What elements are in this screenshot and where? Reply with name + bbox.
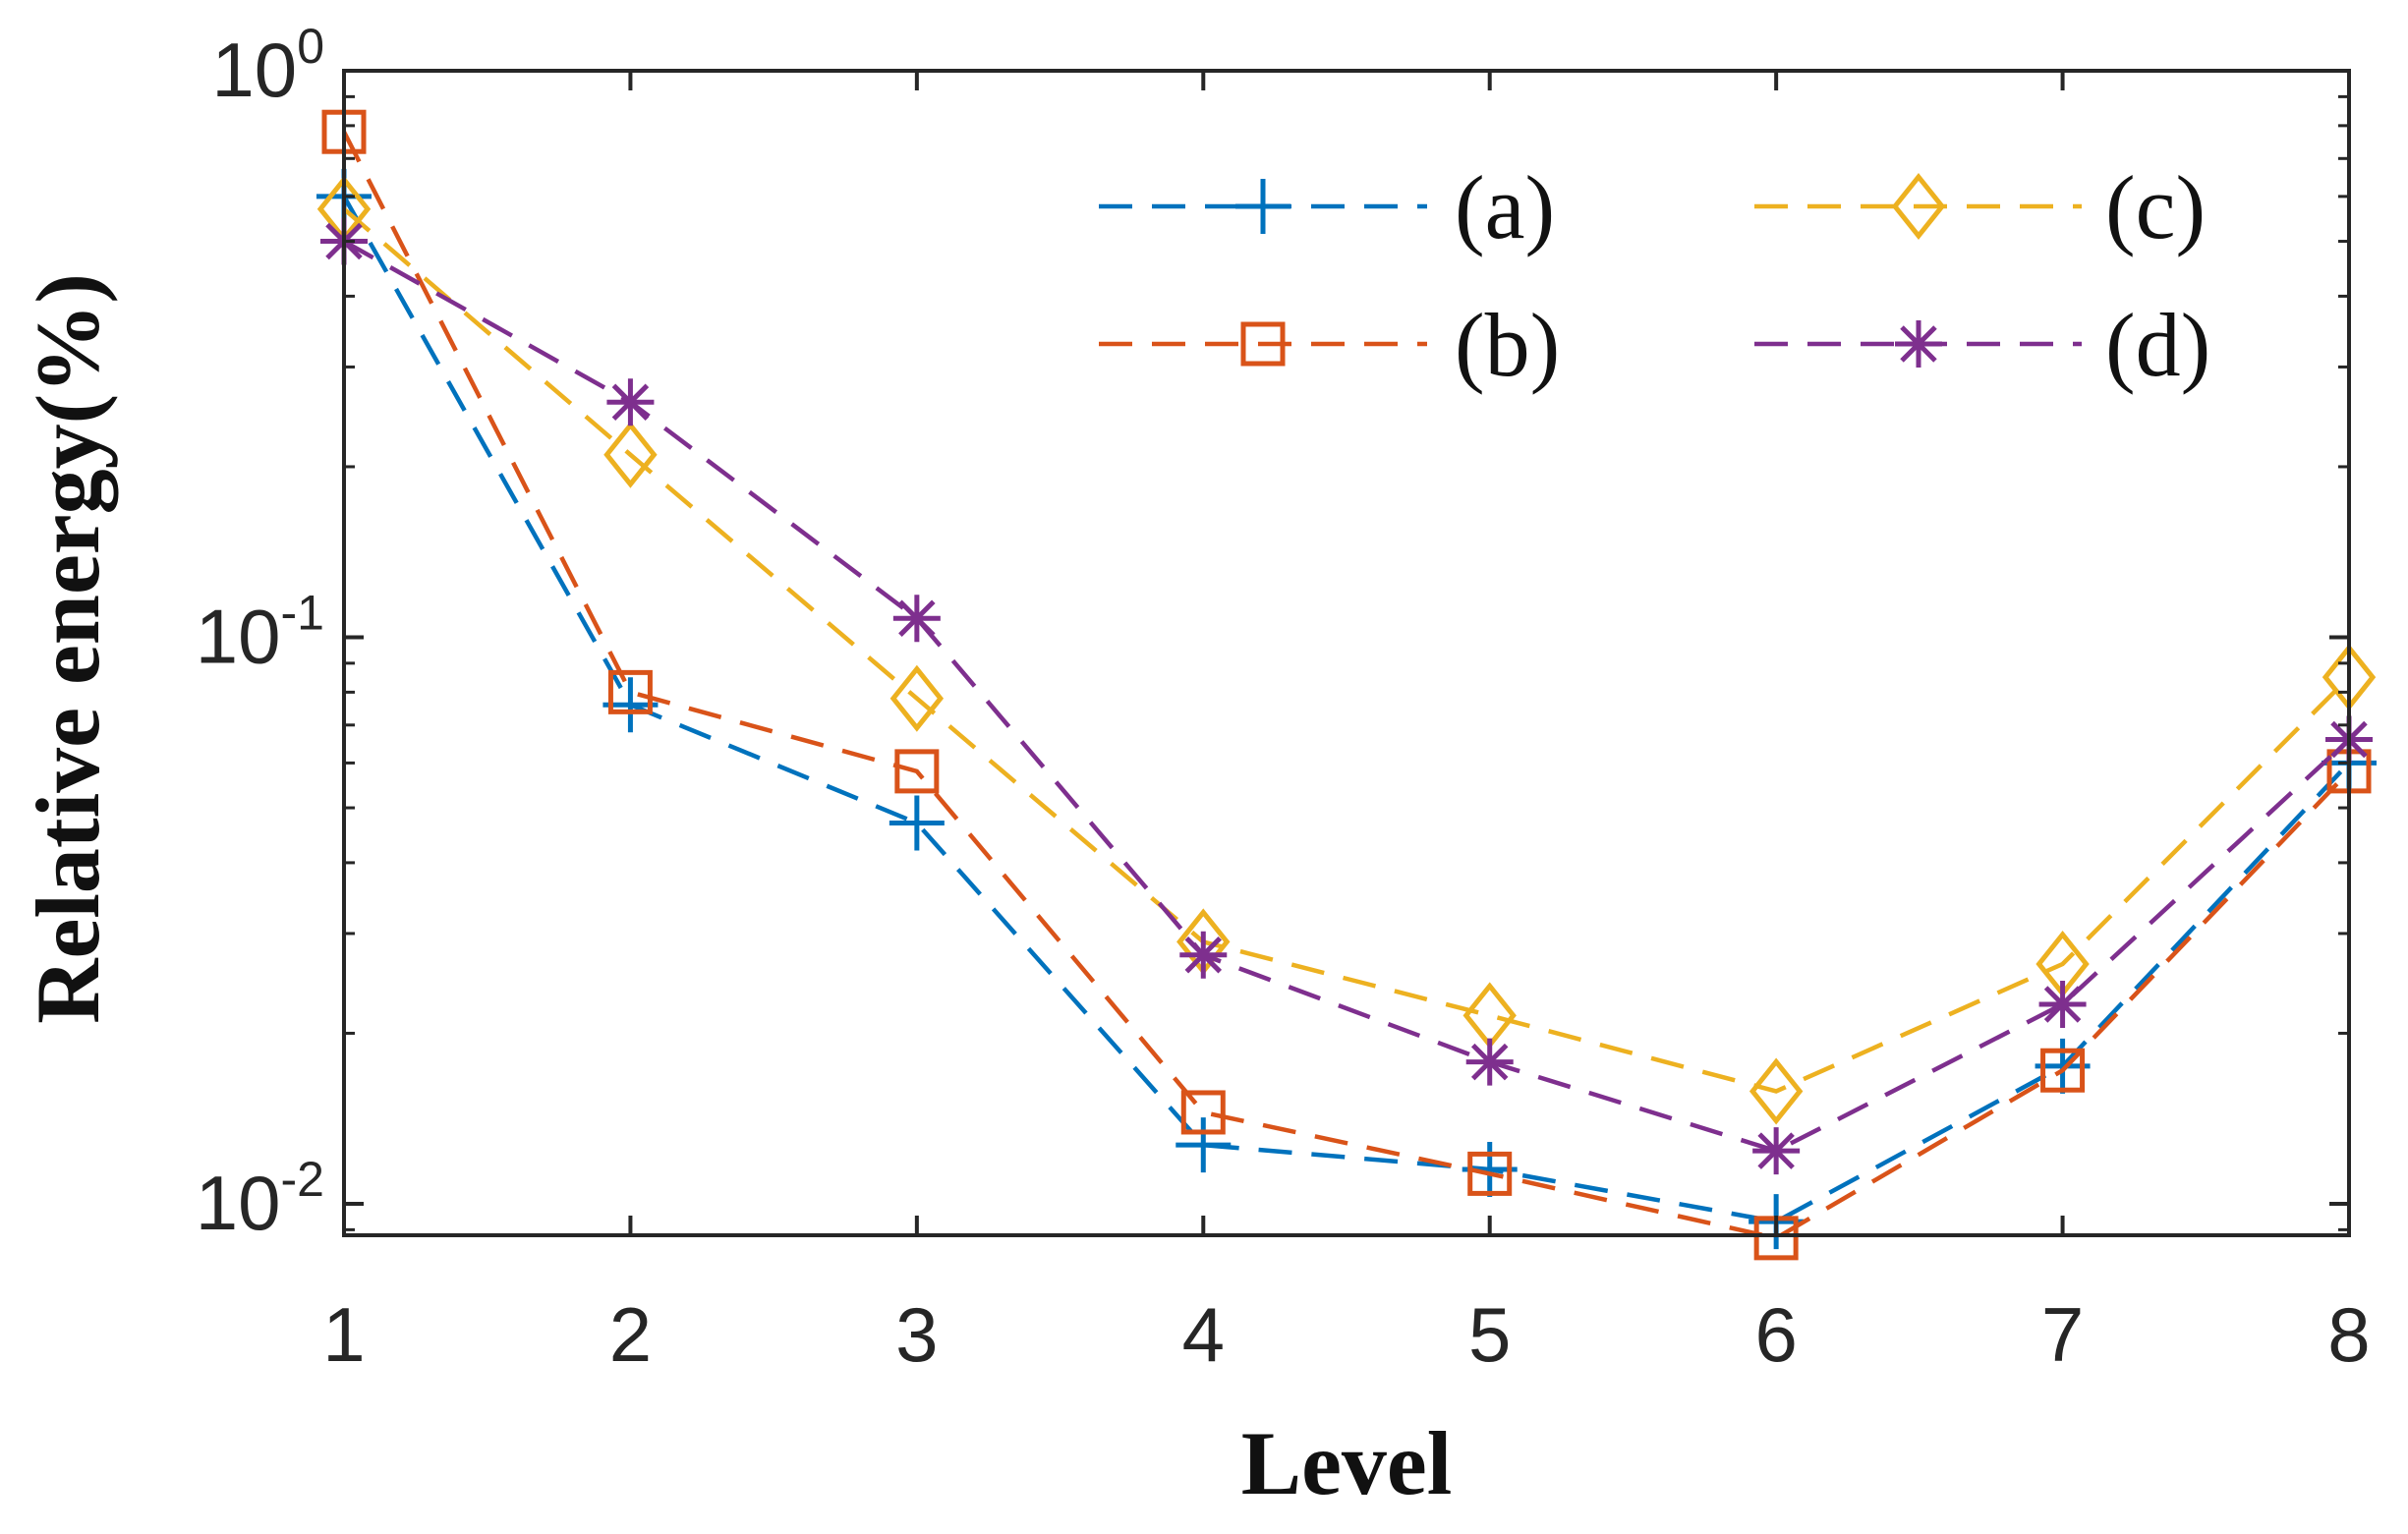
series-a-point <box>889 795 945 851</box>
x-tick-label: 8 <box>2327 1291 2370 1378</box>
y-tick-label: 10-2 <box>196 1152 324 1246</box>
x-tick-label: 2 <box>609 1291 652 1378</box>
legend-marker <box>1240 321 1286 367</box>
legend-label: (a) <box>1455 157 1555 257</box>
y-tick-label: 100 <box>211 19 324 113</box>
series-d-point <box>1179 931 1228 979</box>
legend-label: (b) <box>1455 295 1560 395</box>
legend-label: (c) <box>2105 157 2206 257</box>
series-d-point <box>1465 1038 1514 1086</box>
legend-label: (d) <box>2105 295 2210 395</box>
legend-marker <box>1891 172 1946 241</box>
series-d-line <box>342 239 2351 1154</box>
y-axis-title: Relative energy(%) <box>18 273 118 1024</box>
y-tick-label: 10-1 <box>196 585 324 679</box>
series-d-point <box>1752 1127 1801 1175</box>
legend-entry-a: (a) <box>1099 157 1555 257</box>
legend-entry-b: (b) <box>1099 295 1560 395</box>
ticks-layer: 1 2 3 4 5 6 7 8 100 10-1 10-2 <box>196 19 2371 1378</box>
series-d-point <box>606 378 655 426</box>
legend-entry-c: (c) <box>1754 157 2206 257</box>
series-b-point <box>607 669 653 714</box>
legend-marker <box>1235 179 1290 234</box>
x-tick-label: 3 <box>895 1291 938 1378</box>
legend-marker <box>1895 320 1942 368</box>
series-d-point <box>2038 980 2087 1028</box>
series-b-point <box>2040 1048 2086 1093</box>
series-layer <box>316 109 2377 1261</box>
plot-area-frame <box>342 69 2351 1237</box>
series-d <box>320 217 2373 1175</box>
x-tick-label: 4 <box>1182 1291 1225 1378</box>
x-tick-label: 1 <box>322 1291 365 1378</box>
series-c-point <box>1462 982 1517 1050</box>
series-d-point <box>892 595 941 643</box>
series-c-point <box>889 664 945 732</box>
series-b-point <box>1467 1151 1513 1196</box>
x-tick-label: 7 <box>2041 1291 2084 1378</box>
series-c-point <box>1749 1057 1804 1125</box>
series-c <box>316 175 2377 1125</box>
series-a-point <box>1175 1117 1232 1173</box>
series-b-point <box>1180 1090 1226 1135</box>
series-b-line <box>341 131 2351 1241</box>
x-tick-label: 6 <box>1754 1291 1797 1378</box>
series-b-point <box>894 749 940 794</box>
series-c-line <box>342 207 2351 1094</box>
series-a <box>316 168 2377 1250</box>
x-axis-title: Level <box>1241 1413 1453 1513</box>
x-tick-label: 5 <box>1468 1291 1511 1378</box>
legend-entry-d: (d) <box>1754 295 2210 395</box>
series-c-point <box>603 421 658 488</box>
legend: (a) (b) (c) (d) <box>1099 157 2210 395</box>
